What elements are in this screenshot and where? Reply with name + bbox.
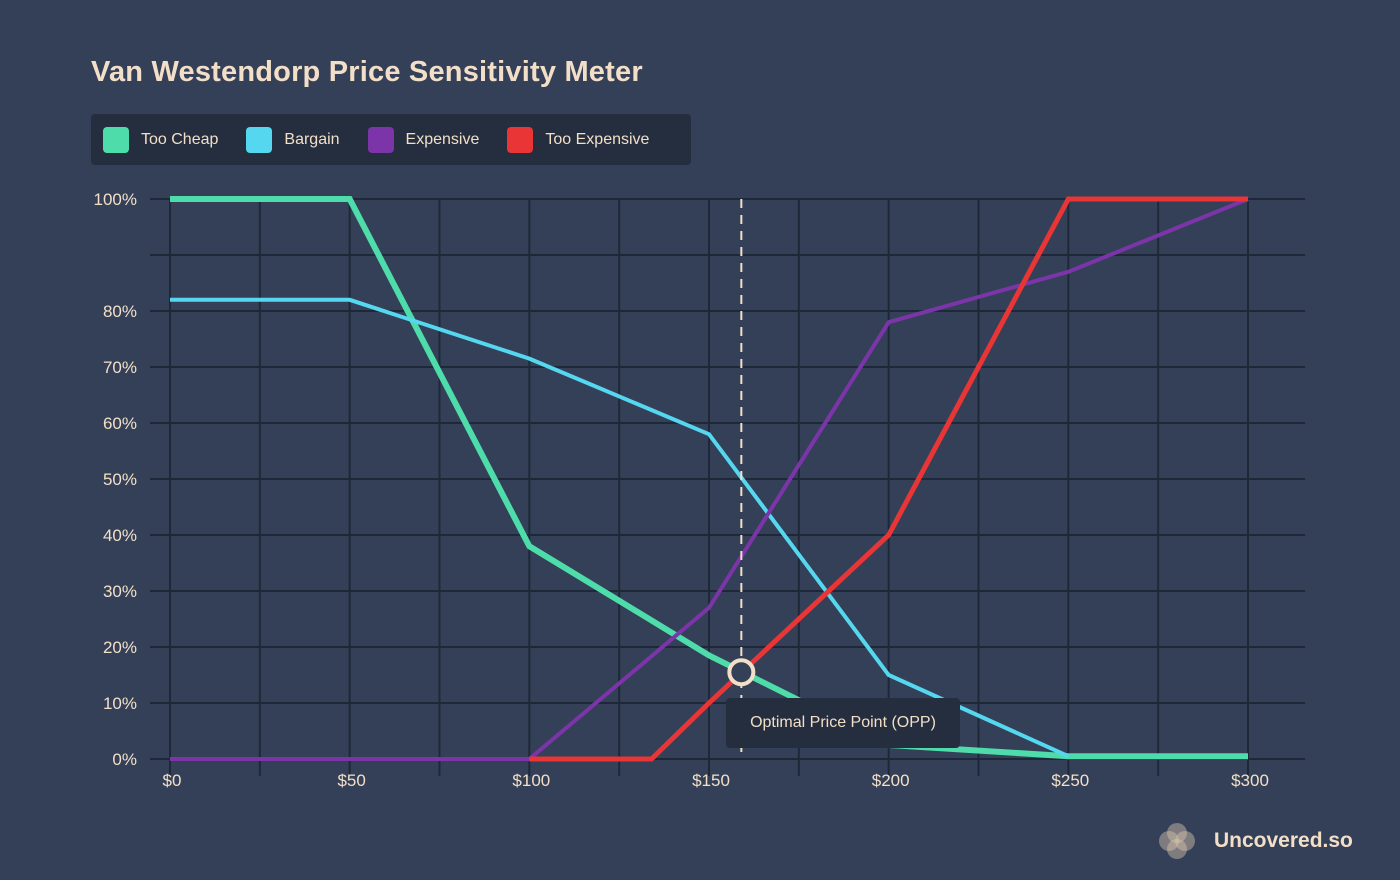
y-tick-label: 40% (103, 526, 137, 545)
legend-item-expensive[interactable]: Expensive (367, 126, 480, 153)
brand: Uncovered.so (1156, 820, 1353, 862)
series-line-bargain (170, 297, 1070, 759)
y-tick-label: 50% (103, 470, 137, 489)
legend: Too Cheap Bargain Expensive Too Expensiv… (91, 114, 691, 165)
chart-title: Van Westendorp Price Sensitivity Meter (91, 56, 643, 88)
x-tick-label: $0 (163, 771, 182, 790)
legend-swatch-too-cheap (103, 126, 129, 153)
y-tick-label: 80% (103, 302, 137, 321)
opp-point-marker[interactable] (727, 658, 756, 687)
y-tick-label: 100% (94, 190, 137, 209)
chart-series (170, 196, 1249, 762)
series-line-too-expensive (529, 196, 1248, 762)
series-line-expensive (170, 197, 1249, 761)
legend-item-bargain[interactable]: Bargain (246, 126, 340, 153)
x-tick-label: $150 (692, 771, 730, 790)
y-tick-label: 60% (103, 414, 137, 433)
y-tick-label: 0% (112, 750, 137, 769)
x-tick-label: $250 (1051, 771, 1089, 790)
legend-swatch-bargain (246, 126, 273, 153)
opp-tooltip: Optimal Price Point (OPP) (726, 698, 960, 748)
x-tick-label: $200 (872, 771, 910, 790)
legend-item-too-cheap[interactable]: Too Cheap (103, 126, 219, 153)
legend-label-too-expensive: Too Expensive (545, 130, 650, 148)
x-tick-label: $100 (512, 771, 550, 790)
legend-item-too-expensive[interactable]: Too Expensive (507, 126, 650, 153)
brand-name: Uncovered.so (1214, 829, 1353, 852)
x-tick-label: $50 (337, 771, 365, 790)
legend-swatch-expensive (367, 126, 394, 153)
legend-label-expensive: Expensive (405, 130, 480, 148)
legend-label-bargain: Bargain (284, 130, 340, 148)
legend-label-too-cheap: Too Cheap (141, 130, 219, 148)
chart-grid (150, 198, 1305, 776)
axis-tick-labels: 0% 10% 20% 30% 40% 50% 60% 70% 80% 100% $0 $50 $100 $… (94, 190, 1269, 790)
y-tick-label: 70% (103, 358, 137, 377)
y-tick-label: 20% (103, 638, 137, 657)
x-tick-label: $300 (1231, 771, 1269, 790)
opp-marker-group (727, 199, 756, 759)
legend-swatch-too-expensive (507, 126, 534, 153)
brand-logo-icon (1159, 823, 1195, 859)
y-tick-label: 30% (103, 582, 137, 601)
y-tick-label: 10% (103, 694, 137, 713)
